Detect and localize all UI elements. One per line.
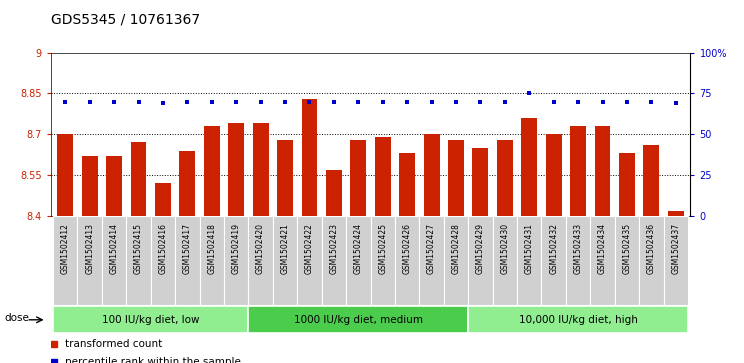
Bar [375,137,391,216]
Text: 10,000 IU/kg diet, high: 10,000 IU/kg diet, high [519,315,638,325]
Bar [204,126,219,216]
Bar [395,216,420,305]
Text: GSM1502412: GSM1502412 [61,223,70,274]
Bar [497,140,513,216]
Text: GSM1502431: GSM1502431 [525,223,533,274]
Bar [472,148,488,216]
Bar [566,216,590,305]
Bar [350,140,366,216]
Bar [326,170,341,216]
Text: GSM1502436: GSM1502436 [647,223,656,274]
Bar [420,216,443,305]
Bar [301,99,318,216]
Text: GSM1502428: GSM1502428 [452,223,461,274]
Bar [493,216,517,305]
Bar [179,151,195,216]
Text: 1000 IU/kg diet, medium: 1000 IU/kg diet, medium [294,315,423,325]
Bar [199,216,224,305]
Bar [664,216,688,305]
Bar [248,306,468,334]
Bar [644,145,659,216]
Text: GSM1502432: GSM1502432 [549,223,558,274]
Text: GSM1502421: GSM1502421 [280,223,289,274]
Bar [570,126,586,216]
Text: GSM1502435: GSM1502435 [623,223,632,274]
Bar [131,143,147,216]
Bar [102,216,126,305]
Text: transformed count: transformed count [65,339,162,349]
Bar [82,156,97,216]
Text: GSM1502434: GSM1502434 [598,223,607,274]
Bar [615,216,639,305]
Bar [400,153,415,216]
Text: GSM1502418: GSM1502418 [208,223,217,274]
Bar [57,134,73,216]
Bar [468,216,493,305]
Text: 100 IU/kg diet, low: 100 IU/kg diet, low [102,315,199,325]
Bar [443,216,468,305]
Text: GSM1502414: GSM1502414 [109,223,118,274]
Bar [228,123,244,216]
Text: GSM1502423: GSM1502423 [330,223,339,274]
Text: GSM1502415: GSM1502415 [134,223,143,274]
Bar [77,216,102,305]
Bar [106,156,122,216]
Text: GSM1502430: GSM1502430 [500,223,510,274]
Text: GSM1502420: GSM1502420 [256,223,265,274]
Text: GSM1502427: GSM1502427 [427,223,436,274]
Bar [298,216,321,305]
Text: percentile rank within the sample: percentile rank within the sample [65,357,240,363]
Bar [371,216,395,305]
Bar [321,216,346,305]
Bar [517,216,542,305]
Bar [53,306,248,334]
Bar [590,216,615,305]
Bar [277,140,293,216]
Text: GSM1502422: GSM1502422 [305,223,314,274]
Bar [448,140,464,216]
Text: GSM1502433: GSM1502433 [574,223,583,274]
Text: GSM1502417: GSM1502417 [183,223,192,274]
Text: GDS5345 / 10761367: GDS5345 / 10761367 [51,13,199,27]
Bar [522,118,537,216]
Bar [468,306,688,334]
Bar [546,134,562,216]
Text: GSM1502416: GSM1502416 [158,223,167,274]
Text: GSM1502426: GSM1502426 [403,223,411,274]
Bar [346,216,371,305]
Text: GSM1502413: GSM1502413 [85,223,94,274]
Bar [668,211,684,216]
Bar [155,183,171,216]
Bar [151,216,175,305]
Bar [594,126,611,216]
Text: GSM1502437: GSM1502437 [671,223,680,274]
Bar [248,216,273,305]
Bar [639,216,664,305]
Bar [542,216,566,305]
Bar [175,216,199,305]
Text: dose: dose [4,313,29,323]
Text: GSM1502429: GSM1502429 [476,223,485,274]
Text: GSM1502419: GSM1502419 [231,223,241,274]
Bar [53,216,77,305]
Bar [619,153,635,216]
Bar [423,134,440,216]
Bar [253,123,269,216]
Bar [126,216,151,305]
Text: GSM1502424: GSM1502424 [354,223,363,274]
Text: GSM1502425: GSM1502425 [378,223,387,274]
Bar [224,216,248,305]
Bar [273,216,298,305]
